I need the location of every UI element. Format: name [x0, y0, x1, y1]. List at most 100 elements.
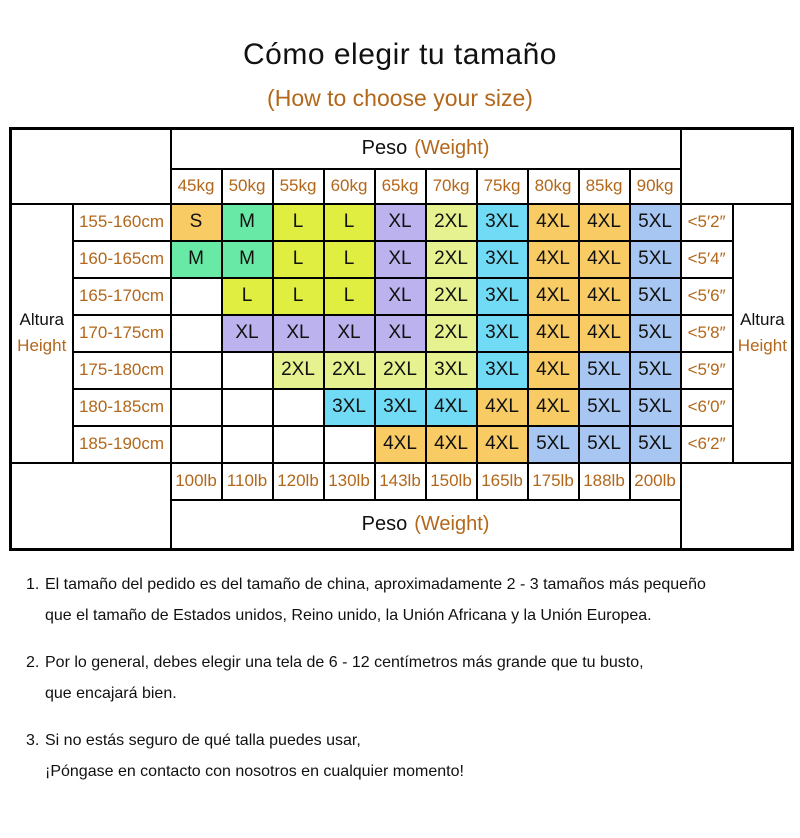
size-cell: 2XL	[424, 202, 478, 242]
size-chart-table: Peso (Weight) 45kg 50kg 55kg 60kg 65kg 70kg 75kg…	[9, 127, 795, 551]
size-cell: 4XL	[475, 387, 529, 427]
altura-en-label: Height	[17, 336, 67, 355]
corner-top-left	[9, 127, 172, 205]
size-cell: 5XL	[628, 276, 682, 316]
empty-cell	[220, 424, 274, 464]
size-cell: 5XL	[628, 202, 682, 242]
size-cell: 5XL	[577, 350, 631, 390]
note-number: 2.	[26, 654, 40, 671]
note-item-1: 1. El tamaño del pedido es del tamaño de…	[26, 569, 800, 631]
size-cell: M	[169, 239, 223, 279]
size-cell: 5XL	[577, 424, 631, 464]
height-cm-label: 185-190cm	[71, 424, 172, 464]
height-cm-label: 180-185cm	[71, 387, 172, 427]
size-cell: XL	[220, 313, 274, 353]
weight-kg-header: 70kg	[424, 167, 478, 205]
size-cell: 4XL	[526, 276, 580, 316]
corner-top-right	[679, 127, 794, 205]
weight-lb-header: 200lb	[628, 461, 682, 501]
weight-kg-header: 85kg	[577, 167, 631, 205]
note-line: Si no estás seguro de qué talla puedes u…	[45, 732, 361, 749]
empty-cell	[271, 424, 325, 464]
size-cell: 3XL	[373, 387, 427, 427]
height-inch-label: <5′2″	[679, 202, 734, 242]
note-item-3: 3. Si no estás seguro de qué talla puede…	[26, 725, 800, 787]
note-item-2: 2. Por lo general, debes elegir una tela…	[26, 647, 800, 709]
weight-kg-header: 80kg	[526, 167, 580, 205]
size-cell: 5XL	[526, 424, 580, 464]
size-cell: 4XL	[526, 387, 580, 427]
size-cell: XL	[373, 202, 427, 242]
size-cell: 3XL	[475, 202, 529, 242]
size-cell: 2XL	[424, 276, 478, 316]
size-cell: 4XL	[526, 239, 580, 279]
empty-cell	[271, 387, 325, 427]
size-cell: L	[271, 239, 325, 279]
size-cell: 2XL	[322, 350, 376, 390]
height-inch-label: <5′8″	[679, 313, 734, 353]
size-cell: L	[220, 276, 274, 316]
size-cell: M	[220, 202, 274, 242]
weight-lb-header: 150lb	[424, 461, 478, 501]
size-cell: 5XL	[628, 313, 682, 353]
altura-label-left: Altura Height	[9, 202, 74, 464]
empty-cell	[220, 350, 274, 390]
height-cm-label: 160-165cm	[71, 239, 172, 279]
peso-header-top: Peso (Weight)	[169, 127, 682, 170]
size-cell: 5XL	[628, 387, 682, 427]
corner-bottom-right	[679, 461, 794, 551]
size-cell: L	[322, 276, 376, 316]
weight-kg-header: 45kg	[169, 167, 223, 205]
size-cell: L	[271, 202, 325, 242]
altura-en-label: Height	[737, 336, 787, 355]
note-text: Por lo general, debes elegir una tela de…	[45, 647, 644, 709]
weight-kg-header: 50kg	[220, 167, 274, 205]
size-cell: 4XL	[577, 313, 631, 353]
height-inch-label: <5′6″	[679, 276, 734, 316]
size-cell: 4XL	[577, 239, 631, 279]
size-cell: XL	[322, 313, 376, 353]
weight-kg-header: 65kg	[373, 167, 427, 205]
empty-cell	[322, 424, 376, 464]
size-cell: 4XL	[526, 202, 580, 242]
size-cell: L	[271, 276, 325, 316]
note-number: 3.	[26, 732, 40, 749]
note-number: 1.	[26, 576, 40, 593]
size-cell: 4XL	[373, 424, 427, 464]
size-cell: 3XL	[424, 350, 478, 390]
empty-cell	[169, 313, 223, 353]
size-cell: 3XL	[322, 387, 376, 427]
weight-kg-header: 90kg	[628, 167, 682, 205]
height-cm-label: 155-160cm	[71, 202, 172, 242]
size-cell: 5XL	[628, 350, 682, 390]
size-cell: 4XL	[475, 424, 529, 464]
size-guide-page: Cómo elegir tu tamaño (How to choose you…	[0, 38, 800, 787]
empty-cell	[169, 387, 223, 427]
size-cell: 3XL	[475, 350, 529, 390]
size-cell: 2XL	[424, 313, 478, 353]
weight-kg-header: 55kg	[271, 167, 325, 205]
note-line: que encajará bien.	[45, 685, 177, 702]
weight-label: (Weight)	[414, 512, 490, 535]
page-subtitle: (How to choose your size)	[267, 85, 533, 111]
size-chart-container: Peso (Weight) 45kg 50kg 55kg 60kg 65kg 70kg 75kg…	[9, 127, 795, 551]
height-inch-label: <5′4″	[679, 239, 734, 279]
height-inch-label: <5′9″	[679, 350, 734, 390]
height-inch-label: <6′2″	[679, 424, 734, 464]
size-cell: M	[220, 239, 274, 279]
note-line: Por lo general, debes elegir una tela de…	[45, 654, 644, 671]
peso-label: Peso	[361, 137, 408, 160]
size-cell: 4XL	[526, 313, 580, 353]
size-cell: 4XL	[577, 202, 631, 242]
empty-cell	[169, 350, 223, 390]
height-cm-label: 170-175cm	[71, 313, 172, 353]
size-cell: XL	[373, 313, 427, 353]
size-cell: 5XL	[628, 239, 682, 279]
size-cell: XL	[271, 313, 325, 353]
size-cell: 4XL	[424, 387, 478, 427]
size-cell: 2XL	[424, 239, 478, 279]
height-cm-label: 165-170cm	[71, 276, 172, 316]
empty-cell	[169, 424, 223, 464]
weight-lb-header: 143lb	[373, 461, 427, 501]
size-cell: XL	[373, 239, 427, 279]
